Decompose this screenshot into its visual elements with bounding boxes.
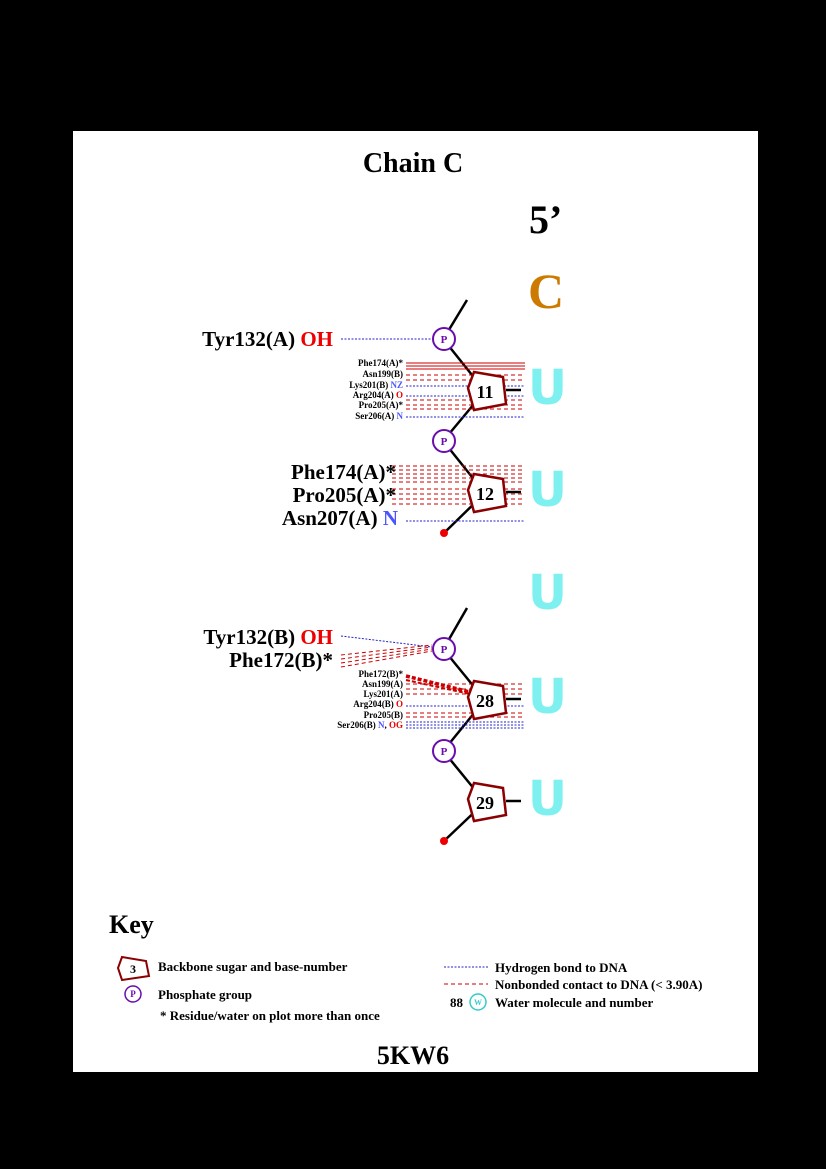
key-repeat-text: * Residue/water on plot more than once [160, 1008, 380, 1023]
contact-lines-phosphate-2 [340, 635, 433, 668]
base-letter-2: U [528, 360, 567, 416]
residue-label-tyr132a: Tyr132(A) OH [202, 327, 333, 351]
residue-label-phe172b: Phe172(B)* [229, 648, 333, 672]
nucleotide-number-28: 28 [476, 691, 494, 711]
residue-label-ser206a: Ser206(A) N [355, 411, 403, 421]
svg-text:P: P [441, 644, 448, 656]
strand-end-dot [440, 837, 448, 845]
svg-text:P: P [441, 334, 448, 346]
sugar-11: 11 [466, 370, 508, 412]
sugar-12: 12 [466, 472, 508, 514]
key-sugar-icon: 3 [116, 955, 151, 982]
nucleotide-number-12: 12 [476, 484, 494, 504]
residue-label-tyr132b: Tyr132(B) OH [203, 625, 333, 649]
contact-lines-28 [405, 674, 525, 729]
plot-panel [73, 131, 758, 1072]
chain-title: Chain C [362, 148, 464, 179]
key-hbond-text: Hydrogen bond to DNA [495, 960, 628, 975]
residue-label-arg204a: Arg204(A) O [352, 390, 403, 400]
key-water-text: Water molecule and number [495, 995, 654, 1010]
residue-label-phe174a-12: Phe174(A)* [291, 460, 396, 484]
five-prime-label: 5’ [529, 197, 563, 242]
residue-label-lys201b: Lys201(B) NZ [349, 380, 403, 390]
svg-text:P: P [130, 989, 136, 999]
svg-text:P: P [441, 436, 448, 448]
residue-label-pro205b: Pro205(B) [363, 710, 403, 720]
residue-label-phe172b-28: Phe172(B)* [358, 669, 404, 679]
nucleotide-number-29: 29 [476, 793, 494, 813]
residue-label-ser206b: Ser206(B) N, OG [337, 720, 403, 730]
key-water-number: 88 [450, 995, 463, 1010]
base-letter-3: U [528, 462, 567, 518]
residue-label-lys201a: Lys201(A) [363, 689, 403, 699]
residue-label-arg204b: Arg204(B) O [353, 699, 403, 709]
residue-label-asn207a: Asn207(A) N [281, 506, 398, 530]
residue-label-pro205a: Pro205(A)* [358, 400, 403, 410]
nucleotide-number-11: 11 [476, 382, 493, 402]
phosphate-2: P [432, 429, 456, 453]
key-title: Key [109, 910, 154, 939]
residue-label-phe174a: Phe174(A)* [358, 358, 403, 368]
svg-text:3: 3 [130, 962, 136, 976]
phosphate-1: P [432, 327, 456, 351]
residue-label-pro205a-12: Pro205(A)* [292, 483, 396, 507]
base-letter-6: U [528, 771, 567, 827]
sugar-29: 29 [466, 781, 508, 823]
phosphate-4: P [432, 739, 456, 763]
key-nonbonded-text: Nonbonded contact to DNA (< 3.90A) [495, 977, 703, 992]
base-letter-1: C [528, 263, 565, 319]
contact-lines-12 [392, 465, 525, 522]
strand-end-dot [440, 529, 448, 537]
key-phosphate-icon: P [124, 985, 142, 1003]
sugar-28: 28 [466, 679, 508, 721]
key-sugar-text: Backbone sugar and base-number [158, 959, 348, 974]
svg-text:P: P [441, 746, 448, 758]
svg-text:W: W [474, 998, 482, 1007]
pdb-id: 5KW6 [376, 1041, 450, 1070]
residue-label-asn199a: Asn199(A) [361, 679, 403, 689]
base-letter-4: U [528, 565, 567, 621]
phosphate-3: P [432, 637, 456, 661]
key-phosphate-text: Phosphate group [158, 987, 253, 1002]
key-water-icon: W [469, 993, 487, 1011]
base-letter-5: U [528, 669, 567, 725]
residue-label-asn199b: Asn199(B) [362, 369, 403, 379]
